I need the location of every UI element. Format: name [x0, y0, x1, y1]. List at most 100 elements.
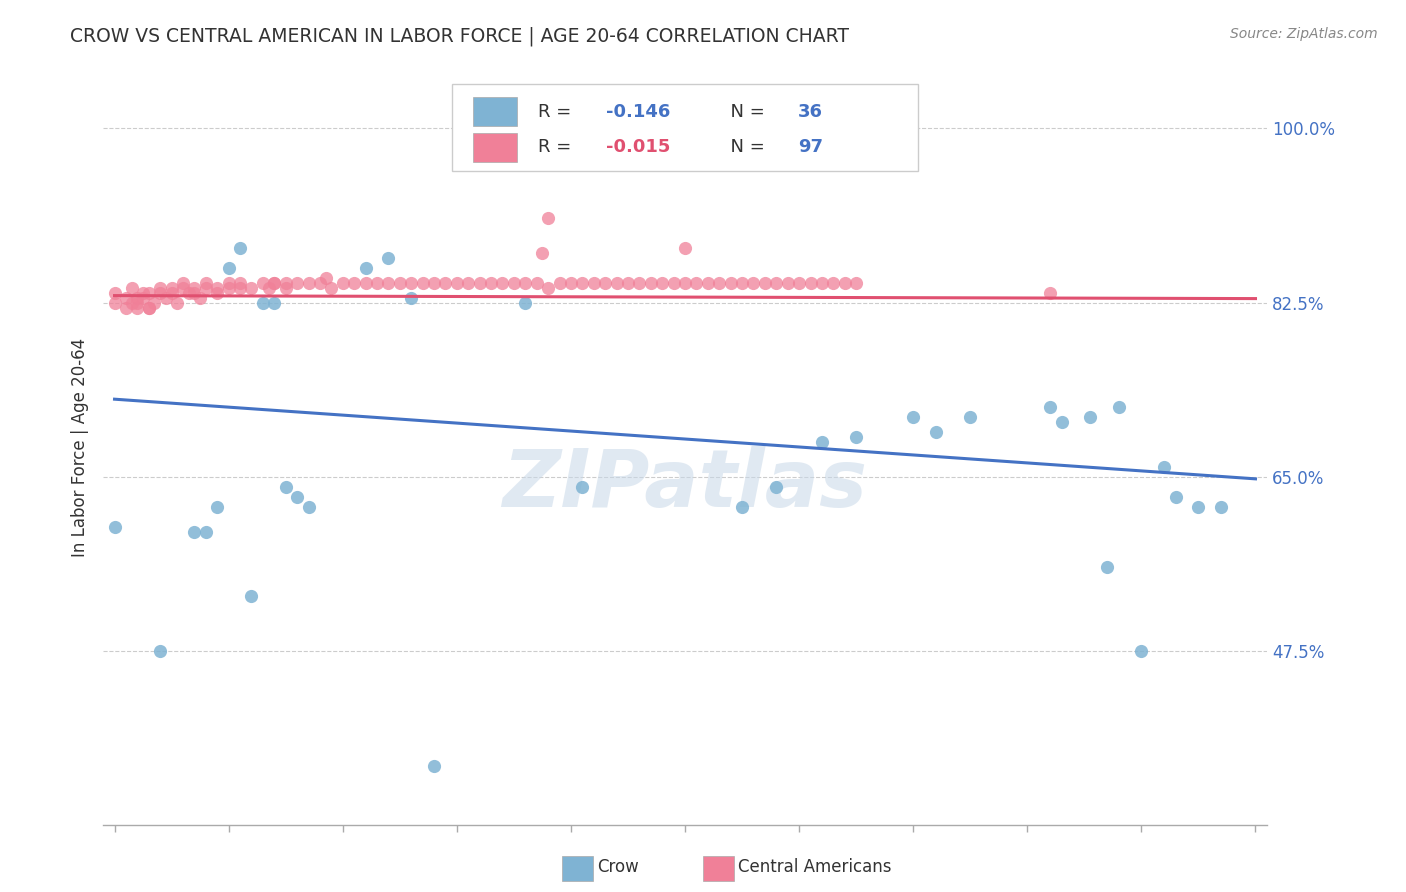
Point [903, 410, 925, 425]
Point [845, 276, 868, 290]
Point [188, 291, 211, 305]
Point [218, 276, 240, 290]
Point [696, 276, 718, 290]
Point [229, 280, 252, 294]
Point [315, 270, 337, 285]
Point [399, 291, 422, 305]
Point [560, 276, 582, 290]
Point [149, 644, 172, 658]
Point [776, 276, 799, 290]
Point [845, 430, 868, 444]
Point [183, 285, 205, 300]
Text: Source: ZipAtlas.com: Source: ZipAtlas.com [1230, 27, 1378, 41]
Point [1039, 285, 1062, 300]
Point [194, 524, 217, 539]
Point [1187, 500, 1209, 514]
Point [1130, 644, 1153, 658]
Point [537, 211, 560, 225]
Point [127, 295, 149, 310]
Point [742, 276, 765, 290]
Point [354, 260, 377, 275]
Point [685, 276, 707, 290]
Point [457, 276, 479, 290]
Point [412, 276, 434, 290]
Point [132, 291, 155, 305]
FancyBboxPatch shape [453, 84, 918, 170]
Point [515, 295, 537, 310]
Text: N =: N = [718, 103, 770, 120]
Point [103, 285, 125, 300]
Point [571, 276, 593, 290]
Text: CROW VS CENTRAL AMERICAN IN LABOR FORCE | AGE 20-64 CORRELATION CHART: CROW VS CENTRAL AMERICAN IN LABOR FORCE … [70, 27, 849, 46]
Point [166, 295, 188, 310]
Point [673, 241, 696, 255]
Point [121, 280, 143, 294]
Point [537, 280, 560, 294]
Point [321, 280, 343, 294]
Point [343, 276, 366, 290]
Point [662, 276, 685, 290]
Point [285, 276, 308, 290]
Point [959, 410, 981, 425]
Point [799, 276, 821, 290]
Point [388, 276, 411, 290]
Point [297, 276, 319, 290]
Point [229, 241, 252, 255]
Point [263, 276, 285, 290]
Point [240, 280, 263, 294]
Point [132, 285, 155, 300]
Text: 36: 36 [797, 103, 823, 120]
Point [240, 590, 263, 604]
Point [218, 280, 240, 294]
Point [354, 276, 377, 290]
Point [263, 295, 285, 310]
Text: 97: 97 [797, 138, 823, 156]
Point [149, 285, 172, 300]
Point [155, 291, 177, 305]
Point [515, 276, 537, 290]
Point [183, 280, 205, 294]
Point [160, 285, 183, 300]
Point [218, 260, 240, 275]
Point [121, 295, 143, 310]
Point [183, 524, 205, 539]
Point [571, 480, 593, 494]
Point [1078, 410, 1101, 425]
Point [531, 245, 554, 260]
Point [1095, 559, 1118, 574]
Point [628, 276, 651, 290]
Text: -0.146: -0.146 [606, 103, 671, 120]
Text: N =: N = [718, 138, 770, 156]
Text: Crow: Crow [598, 858, 640, 876]
Point [366, 276, 388, 290]
Text: ZIPatlas: ZIPatlas [502, 446, 868, 524]
Point [823, 276, 845, 290]
Point [399, 276, 422, 290]
Point [103, 519, 125, 533]
Point [263, 276, 285, 290]
Point [138, 285, 160, 300]
Point [640, 276, 662, 290]
Point [423, 758, 446, 772]
Point [606, 276, 628, 290]
Point [177, 285, 200, 300]
Point [925, 425, 948, 439]
Point [651, 276, 673, 290]
Text: R =: R = [538, 103, 578, 120]
Point [205, 280, 228, 294]
Point [127, 301, 149, 315]
Point [811, 276, 834, 290]
Point [709, 276, 731, 290]
Point [582, 276, 605, 290]
Point [194, 276, 217, 290]
Point [377, 251, 399, 265]
Point [491, 276, 513, 290]
Point [285, 490, 308, 504]
Point [103, 295, 125, 310]
Text: Central Americans: Central Americans [738, 858, 891, 876]
Point [252, 295, 274, 310]
Point [1164, 490, 1187, 504]
Point [479, 276, 502, 290]
Point [309, 276, 332, 290]
Point [274, 280, 297, 294]
